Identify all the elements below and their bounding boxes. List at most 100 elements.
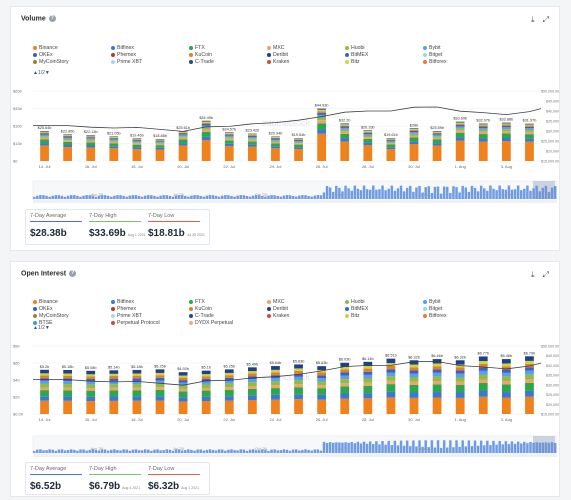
bar-segment[interactable] <box>201 121 211 123</box>
bar-segment[interactable] <box>155 372 165 376</box>
bar-segment[interactable] <box>201 123 211 126</box>
bar-segment[interactable] <box>247 134 257 136</box>
bar-segment[interactable] <box>132 390 142 397</box>
bar-segment[interactable] <box>40 383 49 388</box>
legend-item-bybit[interactable]: Bybit <box>423 299 441 305</box>
bar-segment[interactable] <box>455 367 465 371</box>
bar-segment[interactable] <box>63 387 73 391</box>
legend-item-mycoinstory[interactable]: MyCoinStory <box>33 59 69 65</box>
bar-segment[interactable] <box>432 381 442 385</box>
bar-segment[interactable] <box>178 145 188 161</box>
bar-segment[interactable] <box>40 400 49 414</box>
bar-segment[interactable] <box>63 373 73 376</box>
bar-segment[interactable] <box>501 137 511 142</box>
bar-segment[interactable] <box>432 131 442 132</box>
legend-item-prime-xbt[interactable]: Prime XBT <box>111 59 142 65</box>
bar-segment[interactable] <box>178 133 188 135</box>
legend-item-bitmex[interactable]: BitMEX <box>345 52 368 58</box>
bar-segment[interactable] <box>63 396 73 401</box>
bar-segment[interactable] <box>501 129 511 132</box>
bar-segment[interactable] <box>294 143 303 145</box>
bar-segment[interactable] <box>247 138 257 140</box>
bar-segment[interactable] <box>340 131 350 134</box>
bar-segment[interactable] <box>40 136 49 138</box>
bar-segment[interactable] <box>40 375 49 379</box>
bar-segment[interactable] <box>525 370 534 375</box>
bar-segment[interactable] <box>478 367 488 371</box>
bar-segment[interactable] <box>525 367 534 371</box>
bar-segment[interactable] <box>201 129 211 133</box>
bar-segment[interactable] <box>109 138 119 140</box>
bar-segment[interactable] <box>294 373 303 377</box>
bar-segment[interactable] <box>178 132 188 134</box>
bar-segment[interactable] <box>340 126 350 128</box>
bar-segment[interactable] <box>109 387 119 391</box>
bar-segment[interactable] <box>501 125 511 128</box>
bar-segment[interactable] <box>109 143 119 147</box>
bar-segment[interactable] <box>201 132 211 137</box>
bar-segment[interactable] <box>294 140 303 143</box>
bar-segment[interactable] <box>409 137 419 142</box>
bar-segment[interactable] <box>109 370 119 374</box>
bar-segment[interactable] <box>201 370 211 375</box>
help-icon[interactable]: ? <box>48 15 56 22</box>
bar-segment[interactable] <box>432 137 442 140</box>
bar-segment[interactable] <box>317 123 327 130</box>
bar-segment[interactable] <box>363 142 373 146</box>
legend-item-okex[interactable]: OKEx <box>33 306 53 312</box>
bar-segment[interactable] <box>409 132 419 134</box>
bar-segment[interactable] <box>409 397 419 414</box>
bar-segment[interactable] <box>409 392 419 398</box>
open-interest-legend-pager[interactable]: ▲1/2▼ <box>33 325 50 331</box>
navigator-selection[interactable] <box>533 181 555 199</box>
bar-segment[interactable] <box>271 394 280 400</box>
bar-segment[interactable] <box>294 368 303 371</box>
bar-segment[interactable] <box>155 149 165 161</box>
bar-segment[interactable] <box>224 377 234 381</box>
bar-segment[interactable] <box>155 141 165 143</box>
bar-segment[interactable] <box>525 390 534 397</box>
bar-segment[interactable] <box>247 367 257 372</box>
bar-segment[interactable] <box>317 372 327 376</box>
bar-segment[interactable] <box>363 393 373 399</box>
bar-segment[interactable] <box>363 133 373 136</box>
legend-item-phemex[interactable]: Phemex <box>111 306 136 312</box>
bar-segment[interactable] <box>224 375 234 378</box>
bar-segment[interactable] <box>155 140 165 142</box>
bar-segment[interactable] <box>501 131 511 134</box>
bar-segment[interactable] <box>132 373 142 376</box>
bar-segment[interactable] <box>271 388 280 395</box>
bar-segment[interactable] <box>432 397 442 414</box>
bar-segment[interactable] <box>386 384 396 392</box>
bar-segment[interactable] <box>155 400 165 414</box>
bar-segment[interactable] <box>132 400 142 414</box>
bar-segment[interactable] <box>386 143 396 145</box>
bar-segment[interactable] <box>525 379 534 383</box>
bar-segment[interactable] <box>271 369 280 373</box>
bar-segment[interactable] <box>409 373 419 378</box>
bar-segment[interactable] <box>363 368 373 372</box>
bar-segment[interactable] <box>271 366 280 370</box>
bar-segment[interactable] <box>247 379 257 383</box>
bar-segment[interactable] <box>132 141 142 143</box>
bar-segment[interactable] <box>271 385 280 389</box>
bar-segment[interactable] <box>178 372 188 376</box>
expand-icon[interactable]: ⤢ <box>542 15 549 24</box>
bar-segment[interactable] <box>525 130 534 132</box>
bar-segment[interactable] <box>317 112 327 115</box>
bar-segment[interactable] <box>317 117 327 121</box>
bar-segment[interactable] <box>317 109 327 112</box>
bar-segment[interactable] <box>40 373 49 376</box>
bar-segment[interactable] <box>294 140 303 141</box>
bar-segment[interactable] <box>525 128 534 131</box>
bar-segment[interactable] <box>478 123 488 125</box>
bar-segment[interactable] <box>224 132 234 134</box>
legend-item-ftx[interactable]: FTX <box>189 299 205 305</box>
bar-segment[interactable] <box>478 382 488 391</box>
bar-segment[interactable] <box>132 149 142 161</box>
bar-segment[interactable] <box>478 124 488 126</box>
bar-segment[interactable] <box>201 390 211 397</box>
bar-segment[interactable] <box>501 384 511 393</box>
bar-segment[interactable] <box>340 383 350 387</box>
bar-segment[interactable] <box>86 388 96 391</box>
